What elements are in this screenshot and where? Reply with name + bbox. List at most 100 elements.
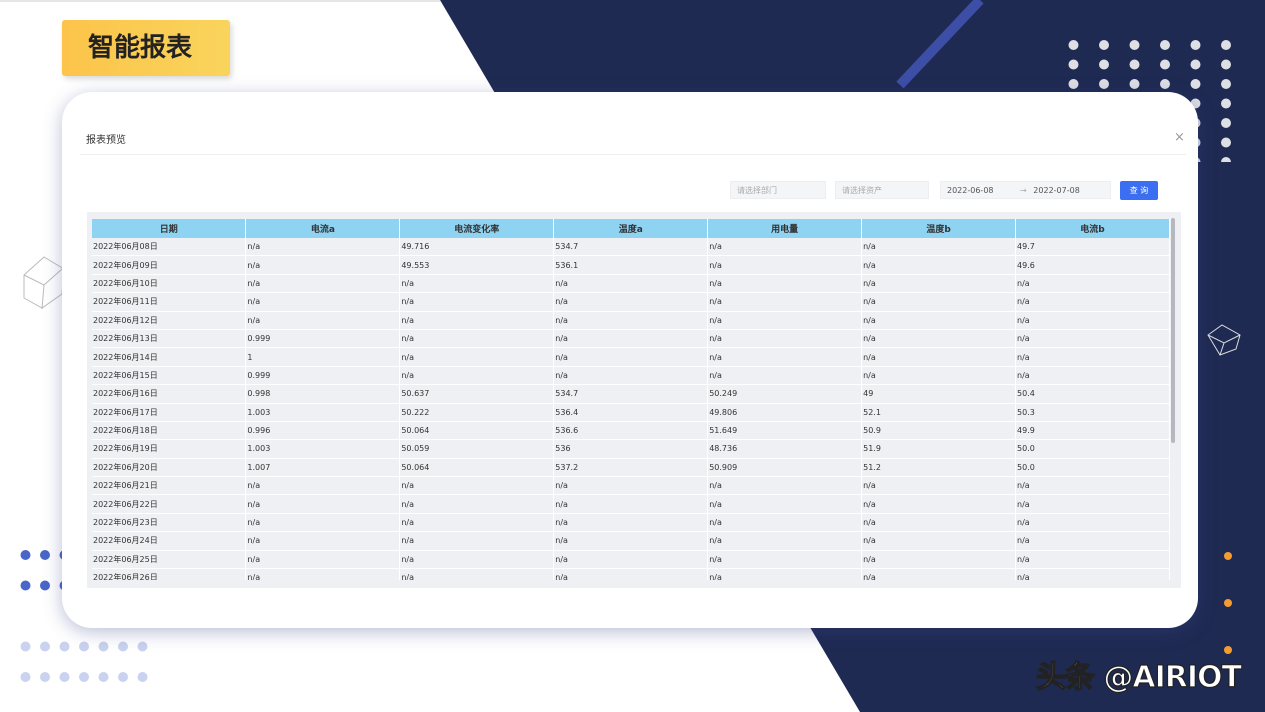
table-cell: 2022年06月23日 (92, 513, 247, 533)
table-row: 2022年06月08日 n/a 49.716 534.7 n/a n/a 49.7 (92, 238, 1170, 257)
table-cell: 2022年06月18日 (92, 421, 247, 441)
table-cell: n/a (1015, 513, 1170, 533)
scrollbar[interactable] (1171, 218, 1175, 443)
table-row: 2022年06月14日 1 n/a n/a n/a n/a n/a (92, 347, 1170, 367)
table-cell: n/a (707, 531, 863, 551)
table-cell: n/a (861, 513, 1017, 533)
table-cell: 2022年06月10日 (92, 274, 247, 294)
table-cell: n/a (553, 329, 709, 349)
table-cell: n/a (707, 513, 863, 533)
table-cell: 50.637 (399, 384, 555, 404)
table-cell: n/a (553, 347, 709, 367)
table-cell: n/a (707, 476, 863, 496)
table-row: 2022年06月12日 n/a n/a n/a n/a n/a n/a (92, 311, 1170, 330)
table-cell: 2022年06月25日 (92, 550, 247, 570)
table-cell: 536 (553, 439, 709, 459)
table-cell: 536.1 (553, 255, 709, 275)
table-row: 2022年06月25日 n/a n/a n/a n/a n/a n/a (92, 550, 1170, 570)
table-cell: n/a (399, 531, 555, 551)
table-cell: 51.9 (861, 439, 1017, 459)
table-cell: 537.2 (553, 458, 709, 478)
department-select[interactable]: 请选择部门 (730, 181, 826, 199)
table-cell: 49.7 (1015, 238, 1170, 257)
column-header: 日期 (92, 219, 247, 238)
column-header: 温度b (861, 219, 1017, 238)
table-row: 2022年06月11日 n/a n/a n/a n/a n/a n/a (92, 292, 1170, 312)
table-cell: n/a (399, 347, 555, 367)
table-cell: 536.4 (553, 403, 709, 422)
table-cell: 2022年06月08日 (92, 238, 247, 257)
table-cell: 50.9 (861, 421, 1017, 441)
table-cell: n/a (399, 366, 555, 386)
table-cell: 2022年06月22日 (92, 494, 247, 514)
dialog-title: 报表预览 (86, 135, 126, 146)
table-cell: 50.064 (399, 421, 555, 441)
close-button[interactable]: × (1174, 130, 1185, 145)
table-cell: n/a (707, 274, 863, 294)
table-cell: 2022年06月12日 (92, 311, 247, 330)
table-cell: 49.553 (399, 255, 555, 275)
table-row: 2022年06月22日 n/a n/a n/a n/a n/a n/a (92, 494, 1170, 514)
table-cell: n/a (707, 311, 863, 330)
table-cell: 49.9 (1015, 421, 1170, 441)
table-cell: n/a (707, 347, 863, 367)
table-cell: n/a (707, 494, 863, 514)
table-cell: n/a (245, 513, 401, 533)
table-cell: n/a (707, 238, 863, 257)
table-cell: n/a (861, 550, 1017, 570)
table-cell: n/a (245, 550, 401, 570)
table-cell: n/a (553, 513, 709, 533)
table-cell: 0.996 (245, 421, 401, 441)
table-cell: n/a (399, 494, 555, 514)
table-cell: 1.003 (245, 439, 401, 459)
table-cell: n/a (399, 550, 555, 570)
start-date: 2022-06-08 (947, 186, 994, 195)
date-range[interactable]: 2022-06-08 → 2022-07-08 (940, 181, 1111, 199)
end-date: 2022-07-08 (1033, 186, 1080, 195)
table-cell: 49.6 (1015, 255, 1170, 275)
table-cell: n/a (245, 494, 401, 514)
table-cell: 50.059 (399, 439, 555, 459)
table-cell: n/a (1015, 274, 1170, 294)
table-row: 2022年06月20日 1.007 50.064 537.2 50.909 51.2 50.… (92, 458, 1170, 478)
table-cell: n/a (1015, 494, 1170, 514)
column-header: 温度a (553, 219, 709, 238)
table-cell: n/a (399, 329, 555, 349)
table-cell: 2022年06月09日 (92, 255, 247, 275)
table-row: 2022年06月19日 1.003 50.059 536 48.736 51.9 50.0 (92, 439, 1170, 459)
table-cell: 49.806 (707, 403, 863, 422)
table-cell: 2022年06月20日 (92, 458, 247, 478)
table-cell: n/a (245, 292, 401, 312)
table-cell: 48.736 (707, 439, 863, 459)
table-cell: 0.999 (245, 329, 401, 349)
table-cell: 50.3 (1015, 403, 1170, 422)
table-cell: n/a (861, 292, 1017, 312)
table-cell: n/a (861, 531, 1017, 551)
divider (80, 154, 1186, 155)
table-cell: n/a (861, 329, 1017, 349)
table-cell: n/a (861, 494, 1017, 514)
table-cell: n/a (1015, 329, 1170, 349)
table-cell: n/a (861, 476, 1017, 496)
table-cell: 1.003 (245, 403, 401, 422)
asset-select[interactable]: 请选择资产 (835, 181, 929, 199)
table-cell: n/a (1015, 311, 1170, 330)
table-cell: n/a (245, 476, 401, 496)
table-cell: 2022年06月17日 (92, 403, 247, 422)
table-cell: n/a (553, 476, 709, 496)
table-cell: n/a (861, 311, 1017, 330)
table-cell: 50.0 (1015, 439, 1170, 459)
table-cell: 534.7 (553, 238, 709, 257)
header-row: 日期 电流a 电流变化率 温度a 用电量 温度b 电流b (92, 219, 1170, 238)
table-cell: 2022年06月13日 (92, 329, 247, 349)
table-cell: n/a (1015, 292, 1170, 312)
table-row: 2022年06月15日 0.999 n/a n/a n/a n/a n/a (92, 366, 1170, 386)
column-header: 用电量 (707, 219, 863, 238)
table-cell: 50.0 (1015, 458, 1170, 478)
table-cell: 2022年06月16日 (92, 384, 247, 404)
query-button[interactable]: 查 询 (1120, 181, 1158, 200)
table-cell: 2022年06月14日 (92, 347, 247, 367)
table-row: 2022年06月17日 1.003 50.222 536.4 49.806 52.1 50.… (92, 403, 1170, 422)
table-cell: n/a (1015, 568, 1170, 580)
